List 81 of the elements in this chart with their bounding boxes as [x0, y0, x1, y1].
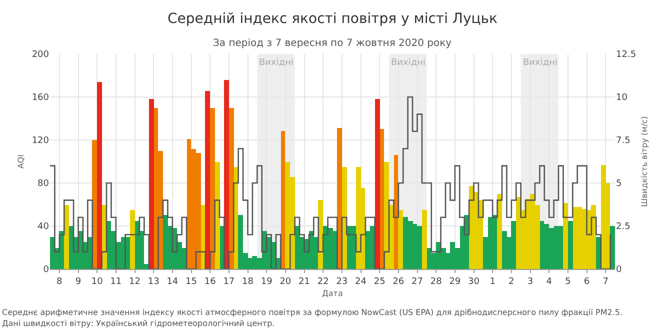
y2-tick-label: 12.5	[616, 50, 636, 60]
chart-title: Середній індекс якості повітря у місті Луцьк	[168, 10, 498, 27]
y2-tick-label: 5	[616, 179, 622, 190]
y2-tick-label: 7.5	[616, 136, 630, 146]
bar	[502, 231, 507, 269]
bar	[97, 82, 102, 269]
y2-tick-label: 2.5	[616, 222, 630, 232]
x-tick-label: 1	[490, 276, 496, 287]
bar	[398, 210, 403, 269]
x-tick-label: 25	[374, 276, 386, 287]
x-tick-label: 22	[317, 276, 329, 287]
bar	[422, 210, 427, 269]
x-tick-label: 3	[527, 276, 534, 287]
y-tick-label: 0	[43, 265, 50, 276]
y-tick-label: 160	[32, 93, 50, 104]
y-tick-label: 80	[38, 179, 50, 190]
x-tick-label: 19	[260, 276, 273, 287]
y-tick-label: 200	[32, 50, 50, 60]
bar	[149, 99, 154, 269]
bar	[130, 210, 135, 269]
band-label: Вихідні	[259, 58, 294, 68]
bar	[210, 108, 215, 269]
x-tick-label: 18	[242, 276, 254, 287]
bar	[356, 167, 361, 269]
bar	[511, 221, 516, 269]
bar	[601, 165, 606, 269]
bar	[394, 155, 398, 269]
y2-tick-label: 0	[616, 265, 622, 276]
bar	[351, 226, 356, 269]
bar	[375, 99, 380, 269]
x-tick-label: 5	[565, 276, 571, 287]
bar	[295, 226, 300, 269]
x-tick-label: 28	[430, 276, 442, 287]
x-tick-label: 2	[508, 276, 514, 287]
band-label: Вихідні	[523, 58, 558, 68]
bar	[224, 80, 229, 269]
bar	[497, 194, 502, 269]
x-tick-label: 23	[336, 276, 348, 287]
bar	[205, 91, 210, 269]
x-tick-label: 21	[298, 276, 310, 287]
bar	[64, 205, 69, 269]
bar	[380, 129, 384, 269]
x-tick-label: 9	[75, 276, 82, 287]
x-tick-label: 24	[355, 276, 367, 287]
x-tick-label: 16	[204, 276, 216, 287]
x-tick-label: 15	[186, 276, 197, 287]
bar	[201, 205, 205, 269]
x-tick-label: 11	[110, 276, 122, 287]
x-tick-label: 14	[166, 276, 178, 287]
x-tick-label: 29	[449, 276, 461, 287]
y2-axis-title: Швидкість вітру (м/с)	[640, 116, 650, 207]
bar	[469, 186, 474, 269]
y-tick-label: 120	[32, 136, 50, 146]
x-tick-label: 13	[148, 276, 160, 287]
bar	[50, 237, 55, 269]
x-tick-label: 30	[468, 276, 480, 287]
chart-subtitle: За період з 7 вересня по 7 жовтня 2020 року	[213, 38, 452, 49]
x-tick-label: 17	[223, 276, 235, 287]
text: Дані швидкості вітру: Український гідрометеорологічний центр.	[2, 319, 275, 328]
x-tick-label: 26	[392, 276, 404, 287]
band-label: Вихідні	[391, 58, 426, 68]
x-axis-title: Дата	[322, 288, 343, 298]
text: Середнє арифметичне значення індексу якості атмосферного повітря за формулою NowCast (US EPA) для дрібнодисперсного пилу фракції PM2.5.	[2, 308, 622, 317]
bar	[417, 226, 422, 269]
x-tick-label: 12	[129, 276, 140, 287]
y-axis-title: AQI	[16, 154, 26, 168]
y-tick-label: 40	[38, 222, 50, 232]
bar	[342, 167, 347, 269]
y2-tick-label: 10	[616, 93, 628, 104]
x-tick-label: 27	[412, 276, 423, 287]
x-tick-label: 20	[280, 276, 292, 287]
x-tick-label: 6	[584, 276, 590, 287]
bar	[568, 221, 573, 269]
x-tick-label: 4	[546, 276, 552, 287]
x-tick-label: 7	[602, 276, 608, 287]
bar	[163, 215, 168, 269]
x-tick-label: 10	[91, 276, 104, 287]
bar	[563, 203, 568, 269]
x-tick-label: 8	[56, 276, 63, 287]
bar	[281, 131, 285, 269]
bar	[229, 108, 234, 269]
